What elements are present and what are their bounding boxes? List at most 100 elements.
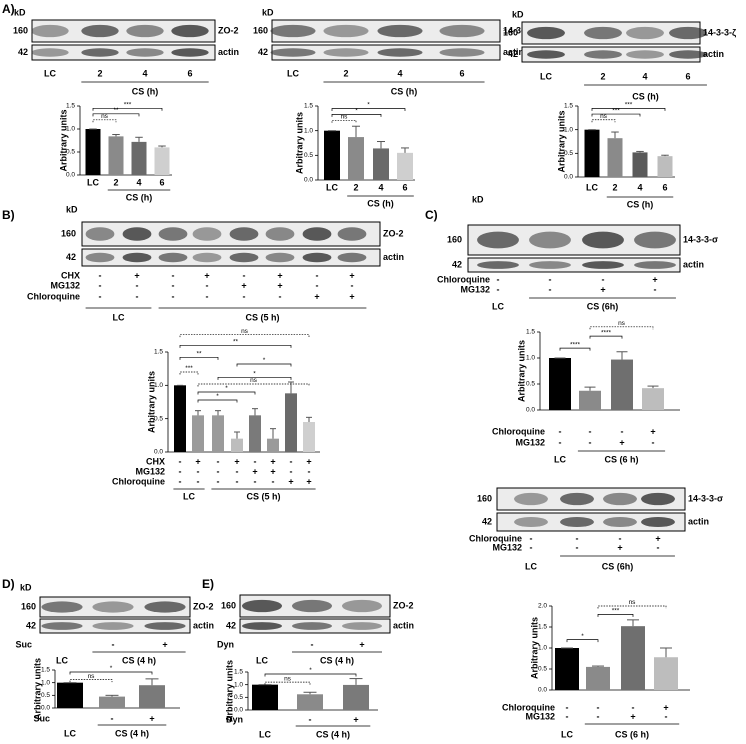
error-bar <box>195 410 201 416</box>
band <box>31 24 69 38</box>
blot-strip <box>31 44 216 61</box>
bar <box>85 129 101 175</box>
x-tick-label: LC <box>87 177 99 187</box>
treatment-name: Chloroquine <box>502 702 555 712</box>
treatment-name: MG132 <box>492 542 522 552</box>
significance-bracket <box>197 391 256 395</box>
treatment-name: Dyn <box>226 714 243 724</box>
marker-label: 160 <box>13 25 28 35</box>
treatment-sign: - <box>172 291 175 301</box>
bar <box>231 438 243 452</box>
bar <box>249 415 261 452</box>
marker-label: 42 <box>452 259 462 269</box>
treatment-sign: - <box>597 711 600 721</box>
treatment-sign: - <box>621 426 624 436</box>
band <box>626 26 664 40</box>
treatment-name: Chloroquine <box>492 426 545 436</box>
group-label: LC <box>554 454 566 464</box>
significance-bracket <box>331 108 406 111</box>
treatment-sign: - <box>279 291 282 301</box>
treatment-sign: + <box>359 639 364 649</box>
group-label: CS (h) <box>126 192 153 202</box>
y-tick-label: 1.0 <box>154 382 163 389</box>
group-label: CS (5 h) <box>245 312 279 322</box>
marker-label: 160 <box>477 493 492 503</box>
significance-bracket <box>179 371 199 375</box>
y-axis-title: Arbitrary units <box>294 112 304 174</box>
treatment-sign: - <box>497 274 500 284</box>
band <box>270 24 316 38</box>
treatment-sign: - <box>206 291 209 301</box>
lane-label: 6 <box>187 68 192 78</box>
treatment-sign: + <box>204 270 209 280</box>
band <box>270 48 316 57</box>
y-tick-label: 0.5 <box>538 666 547 673</box>
band <box>439 48 485 57</box>
significance-bracket <box>264 681 311 685</box>
treatment-sign: - <box>549 274 552 284</box>
protein-label: actin <box>683 259 704 269</box>
significance-bracket <box>591 108 666 111</box>
treatment-sign: + <box>314 291 319 301</box>
protein-label: ZO-2 <box>393 600 414 610</box>
significance-label: **** <box>570 341 581 348</box>
group-label: CS (4 h) <box>316 729 350 739</box>
y-axis-title: Arbitrary units <box>224 660 234 722</box>
y-tick-label: 0.5 <box>526 381 535 388</box>
band <box>171 24 209 38</box>
lane-label: 6 <box>459 68 464 78</box>
marker-label: 42 <box>66 252 76 262</box>
bar <box>397 152 413 180</box>
band <box>122 227 152 241</box>
significance-label: *** <box>185 365 193 372</box>
band <box>242 599 282 613</box>
treatment-sign: + <box>353 714 358 724</box>
significance-label: ** <box>196 351 202 358</box>
significance-label: ns <box>629 599 637 606</box>
treatment-sign: - <box>530 533 533 543</box>
error-bar <box>303 691 317 695</box>
bar <box>348 137 364 180</box>
marker-label: 42 <box>226 620 236 630</box>
treatment-sign: + <box>655 533 660 543</box>
significance-bracket <box>591 113 641 117</box>
error-bar <box>660 647 672 658</box>
marker-label: 160 <box>221 600 236 610</box>
band <box>81 24 119 38</box>
band <box>603 492 637 506</box>
significance-label: *** <box>612 608 620 615</box>
band <box>626 50 664 59</box>
y-tick-label: 0.0 <box>564 174 573 181</box>
significance-label: * <box>263 357 266 364</box>
treatment-sign: - <box>497 284 500 294</box>
y-tick-label: 1.5 <box>304 103 313 110</box>
group-label: CS (h) <box>367 198 394 208</box>
x-tick-label: 4 <box>136 177 141 187</box>
band <box>229 252 259 263</box>
bar <box>373 148 389 180</box>
treatment-name: MG132 <box>50 280 80 290</box>
band <box>144 601 186 613</box>
y-axis-title: Arbitrary units <box>516 340 526 402</box>
group-label: LC <box>64 728 76 738</box>
band <box>439 24 485 38</box>
band <box>323 48 369 57</box>
significance-label: * <box>216 393 219 400</box>
error-bar <box>135 136 143 142</box>
protein-label: 14-3-3-σ <box>683 234 718 244</box>
significance-label: * <box>309 667 312 674</box>
y-tick-label: 1.5 <box>526 329 535 336</box>
treatment-sign: - <box>566 711 569 721</box>
y-tick-label: 0.5 <box>234 694 243 701</box>
y-tick-label: 1.5 <box>234 669 243 676</box>
band <box>337 252 367 263</box>
treatment-sign: - <box>602 274 605 284</box>
band <box>158 227 188 241</box>
y-tick-label: 0.5 <box>564 150 573 157</box>
band <box>192 227 222 241</box>
treatment-sign: - <box>179 466 182 476</box>
treatment-sign: - <box>179 456 182 466</box>
band <box>192 252 222 263</box>
band <box>514 492 548 506</box>
